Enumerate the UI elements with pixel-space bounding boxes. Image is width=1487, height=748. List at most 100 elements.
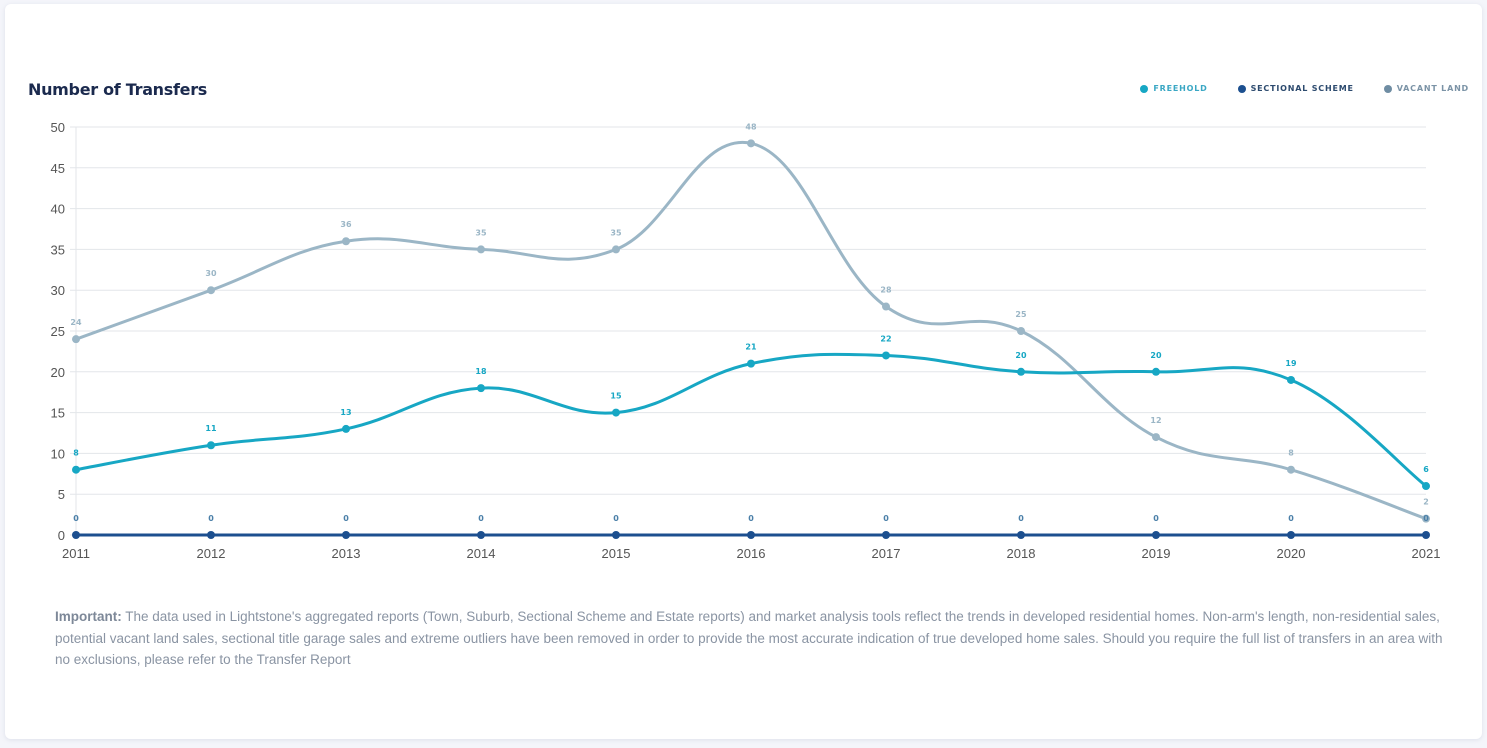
data-label-sectional-scheme: 0 bbox=[613, 514, 619, 523]
data-point-vacant-land bbox=[1287, 465, 1295, 474]
data-point-vacant-land bbox=[207, 286, 215, 295]
data-label-freehold: 18 bbox=[475, 367, 487, 376]
data-point-vacant-land bbox=[747, 139, 755, 148]
legend-label: VACANT LAND bbox=[1396, 84, 1469, 93]
data-label-vacant-land: 35 bbox=[610, 228, 622, 237]
y-tick-label: 40 bbox=[51, 202, 65, 217]
series-lines bbox=[74, 140, 1428, 537]
data-point-freehold bbox=[72, 465, 80, 474]
series-line-vacant-land bbox=[74, 140, 1428, 521]
y-tick-label: 25 bbox=[51, 324, 65, 339]
data-label-sectional-scheme: 0 bbox=[73, 514, 79, 523]
legend-dot-icon bbox=[1237, 84, 1246, 93]
disclaimer-note: Important: The data used in Lightstone's… bbox=[55, 606, 1445, 671]
data-label-sectional-scheme: 0 bbox=[748, 514, 754, 523]
data-label-sectional-scheme: 0 bbox=[883, 514, 889, 523]
data-label-freehold: 11 bbox=[205, 424, 217, 433]
data-point-sectional-scheme bbox=[612, 531, 620, 539]
data-label-sectional-scheme: 0 bbox=[478, 514, 484, 523]
data-point-freehold bbox=[207, 441, 215, 450]
y-tick-label: 15 bbox=[51, 406, 65, 421]
legend: FREEHOLD SECTIONAL SCHEME VACANT LAND bbox=[1140, 84, 1469, 93]
data-point-sectional-scheme bbox=[882, 531, 890, 539]
x-tick-label: 2014 bbox=[467, 546, 496, 561]
x-tick-label: 2021 bbox=[1412, 546, 1441, 561]
data-point-freehold bbox=[477, 384, 485, 393]
note-bold-label: Important: bbox=[55, 609, 122, 624]
data-label-vacant-land: 30 bbox=[205, 269, 217, 278]
data-label-sectional-scheme: 0 bbox=[1423, 514, 1429, 523]
data-label-freehold: 22 bbox=[880, 334, 891, 343]
legend-item-vacant-land[interactable]: VACANT LAND bbox=[1383, 84, 1469, 93]
data-label-vacant-land: 2 bbox=[1423, 498, 1429, 507]
data-point-sectional-scheme bbox=[342, 531, 350, 539]
data-label-sectional-scheme: 0 bbox=[1288, 514, 1294, 523]
y-tick-label: 10 bbox=[51, 446, 65, 461]
legend-item-freehold[interactable]: FREEHOLD bbox=[1140, 84, 1207, 93]
x-tick-label: 2012 bbox=[197, 546, 226, 561]
data-label-freehold: 20 bbox=[1150, 351, 1162, 360]
legend-item-sectional-scheme[interactable]: SECTIONAL SCHEME bbox=[1237, 84, 1354, 93]
data-label-vacant-land: 35 bbox=[475, 228, 487, 237]
data-point-freehold bbox=[882, 351, 890, 360]
x-tick-label: 2017 bbox=[872, 546, 901, 561]
data-point-sectional-scheme bbox=[1287, 531, 1295, 539]
data-label-vacant-land: 12 bbox=[1150, 416, 1161, 425]
data-point-sectional-scheme bbox=[477, 531, 485, 539]
data-label-sectional-scheme: 0 bbox=[1153, 514, 1159, 523]
y-tick-label: 20 bbox=[51, 365, 65, 380]
series-line-freehold bbox=[74, 352, 1428, 488]
data-point-freehold bbox=[342, 424, 350, 433]
legend-label: FREEHOLD bbox=[1153, 84, 1208, 93]
legend-dot-icon bbox=[1383, 84, 1392, 93]
y-axis: 0 5 10 15 20 25 30 35 40 45 50 bbox=[51, 120, 65, 543]
data-point-vacant-land bbox=[1017, 327, 1025, 335]
data-label-vacant-land: 8 bbox=[1288, 449, 1294, 458]
data-label-freehold: 20 bbox=[1015, 351, 1027, 360]
legend-dot-icon bbox=[1140, 84, 1149, 93]
y-tick-label: 50 bbox=[51, 120, 65, 135]
data-label-vacant-land: 28 bbox=[880, 286, 892, 295]
y-tick-label: 35 bbox=[51, 242, 65, 257]
y-tick-label: 30 bbox=[51, 283, 65, 298]
data-label-freehold: 21 bbox=[745, 343, 757, 352]
x-tick-label: 2011 bbox=[62, 546, 90, 561]
y-tick-label: 5 bbox=[58, 487, 65, 502]
data-point-freehold bbox=[1422, 482, 1430, 491]
data-point-sectional-scheme bbox=[72, 531, 80, 539]
data-point-freehold bbox=[1017, 367, 1025, 376]
data-label-freehold: 15 bbox=[610, 392, 622, 401]
data-point-freehold bbox=[1287, 375, 1295, 384]
data-point-freehold bbox=[747, 359, 755, 368]
x-tick-label: 2015 bbox=[602, 546, 631, 561]
y-tick-label: 45 bbox=[51, 161, 65, 176]
data-point-sectional-scheme bbox=[207, 531, 215, 539]
x-tick-label: 2019 bbox=[1142, 546, 1171, 561]
data-point-vacant-land bbox=[1152, 433, 1160, 442]
data-label-vacant-land: 48 bbox=[745, 122, 757, 131]
data-label-freehold: 19 bbox=[1285, 359, 1297, 368]
note-text: The data used in Lightstone's aggregated… bbox=[55, 609, 1443, 667]
data-point-vacant-land bbox=[1422, 514, 1430, 523]
data-label-freehold: 6 bbox=[1423, 465, 1429, 474]
x-axis: 2011 2012 2013 2014 2015 2016 2017 2018 2019 2020… bbox=[62, 546, 1440, 561]
x-tick-label: 2018 bbox=[1007, 546, 1036, 561]
data-point-freehold bbox=[612, 408, 620, 417]
data-point-vacant-land bbox=[342, 237, 350, 246]
data-point-sectional-scheme bbox=[1017, 531, 1025, 539]
gridlines bbox=[70, 126, 1426, 536]
data-point-sectional-scheme bbox=[1152, 531, 1160, 539]
data-label-sectional-scheme: 0 bbox=[343, 514, 349, 523]
data-label-vacant-land: 24 bbox=[70, 318, 82, 327]
data-point-sectional-scheme bbox=[1422, 531, 1430, 539]
data-label-vacant-land: 36 bbox=[340, 220, 352, 229]
legend-label: SECTIONAL SCHEME bbox=[1250, 84, 1354, 93]
data-point-sectional-scheme bbox=[747, 531, 755, 539]
x-tick-label: 2013 bbox=[332, 546, 361, 561]
data-point-vacant-land bbox=[882, 302, 890, 311]
x-tick-label: 2016 bbox=[737, 546, 766, 561]
data-point-vacant-land bbox=[612, 245, 620, 254]
x-tick-label: 2020 bbox=[1277, 546, 1306, 561]
